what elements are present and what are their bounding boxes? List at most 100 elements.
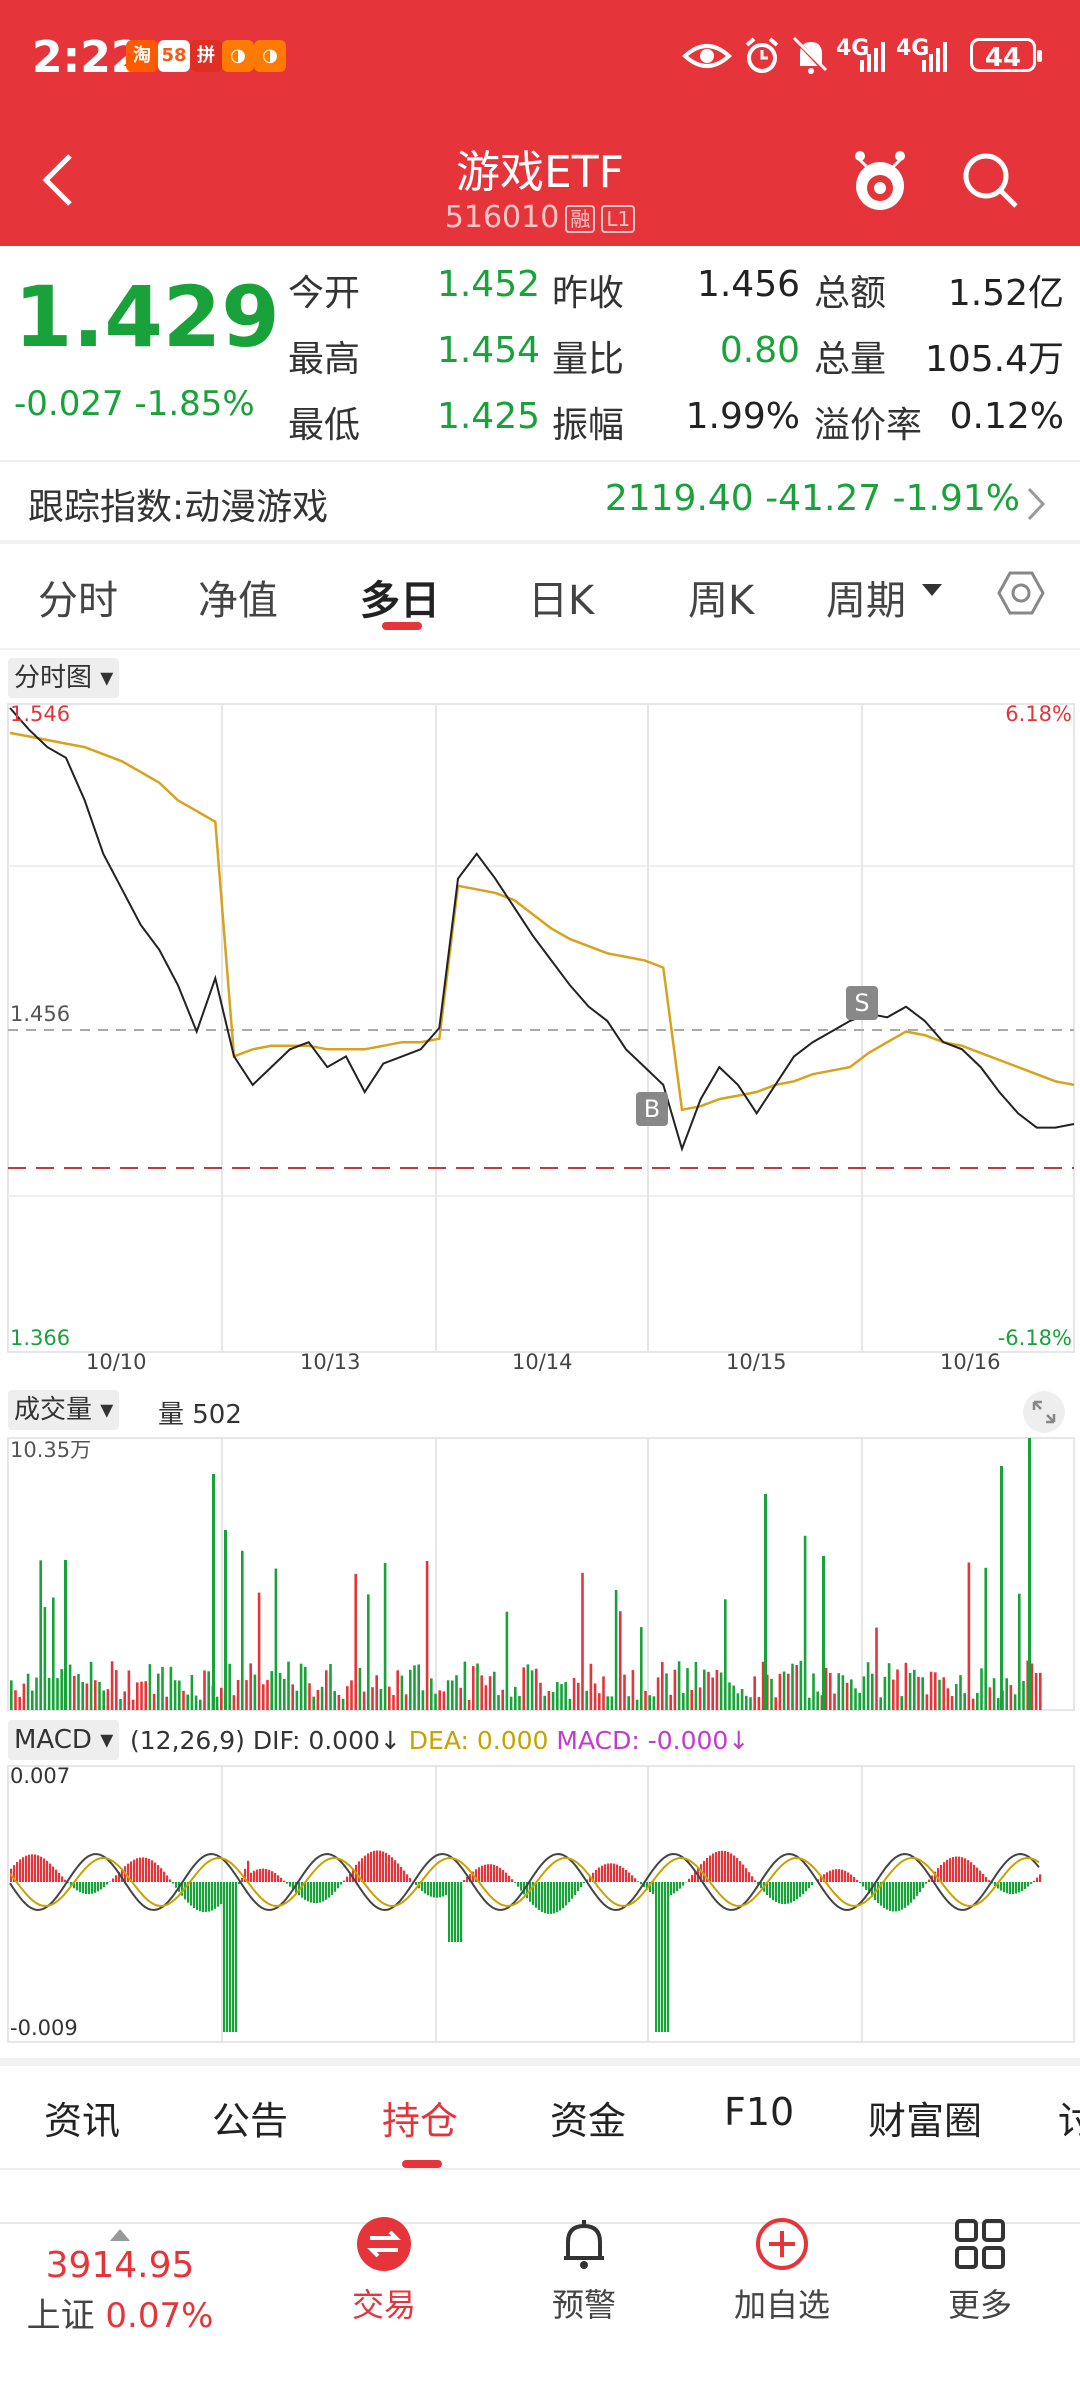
volume-bar bbox=[123, 1691, 126, 1710]
change-percent: -1.85% bbox=[134, 384, 255, 424]
volume-bar bbox=[455, 1675, 458, 1710]
volume-bar bbox=[707, 1671, 710, 1710]
volume-bar bbox=[690, 1690, 693, 1710]
sell-marker[interactable]: S bbox=[846, 986, 878, 1020]
info-tab-2[interactable]: 持仓 bbox=[382, 2099, 459, 2143]
macd-bar bbox=[370, 1851, 373, 1882]
macd-bar bbox=[103, 1882, 106, 1888]
expand-icon[interactable] bbox=[1022, 1390, 1066, 1434]
quote-label: 今开 bbox=[288, 273, 361, 314]
macd-bar bbox=[520, 1882, 523, 1891]
tracking-index-value[interactable]: 2119.40 -41.27 -1.91% bbox=[604, 478, 1020, 519]
chevron-right-icon[interactable] bbox=[1026, 486, 1046, 522]
volume-bar bbox=[610, 1696, 614, 1710]
macd-bar bbox=[901, 1882, 904, 1910]
y-axis-bottom: 1.366 bbox=[10, 1326, 71, 1350]
volume-bar bbox=[85, 1683, 89, 1710]
date-label: 10/10 bbox=[86, 1350, 147, 1374]
signal-label-1: 4G bbox=[836, 36, 870, 61]
tab-0[interactable]: 分时 bbox=[38, 578, 118, 624]
macd-bar bbox=[823, 1874, 826, 1882]
volume-bar bbox=[1018, 1593, 1021, 1710]
macd-bar bbox=[139, 1857, 142, 1882]
macd-bar bbox=[1021, 1882, 1024, 1891]
volume-bar bbox=[822, 1556, 825, 1710]
info-tab-1[interactable]: 公告 bbox=[212, 2099, 289, 2143]
volume-bar bbox=[425, 1561, 429, 1710]
tab-4[interactable]: 周K bbox=[688, 578, 755, 624]
volume-bar bbox=[182, 1690, 185, 1710]
volume-bar bbox=[820, 1695, 824, 1710]
nav-more[interactable]: 更多 bbox=[900, 2216, 1060, 2326]
volume-bar bbox=[761, 1661, 765, 1710]
volume-bar bbox=[56, 1678, 59, 1710]
tab-3[interactable]: 日K bbox=[528, 578, 595, 624]
index-ticker[interactable]: 3914.95 上证 0.07% bbox=[0, 2226, 240, 2337]
macd-bar bbox=[844, 1870, 847, 1882]
search-icon[interactable] bbox=[958, 148, 1022, 212]
volume-bar bbox=[829, 1672, 832, 1710]
tab-1[interactable]: 净值 bbox=[198, 578, 278, 624]
info-tab-6[interactable]: 讨 bbox=[1058, 2099, 1080, 2143]
chart-type-selector[interactable]: 分时图 ▾ bbox=[8, 658, 120, 698]
macd-bar bbox=[70, 1882, 73, 1886]
macd-bar bbox=[964, 1858, 967, 1882]
volume-bar bbox=[879, 1697, 882, 1710]
macd-bar bbox=[826, 1872, 829, 1882]
macd-bar bbox=[820, 1876, 823, 1882]
indicator-selector-volume[interactable]: 成交量 ▾ bbox=[8, 1390, 120, 1430]
volume-bar bbox=[110, 1661, 114, 1710]
settings-icon[interactable] bbox=[996, 568, 1046, 618]
volume-bar bbox=[736, 1693, 740, 1710]
info-tab-5[interactable]: 财富圈 bbox=[868, 2099, 983, 2143]
macd-bar bbox=[727, 1851, 730, 1882]
volume-bar bbox=[526, 1664, 530, 1710]
macd-bar bbox=[361, 1858, 364, 1882]
back-icon[interactable] bbox=[40, 152, 76, 208]
tab-5[interactable]: 周期 bbox=[826, 578, 906, 624]
volume-bar bbox=[913, 1669, 916, 1710]
macd-bar bbox=[289, 1882, 292, 1887]
volume-bar bbox=[787, 1673, 790, 1710]
info-tab-0[interactable]: 资讯 bbox=[44, 2099, 121, 2143]
info-tab-3[interactable]: 资金 bbox=[550, 2099, 627, 2143]
volume-bar bbox=[858, 1692, 861, 1710]
macd-bar bbox=[802, 1882, 805, 1895]
volume-bar bbox=[661, 1662, 664, 1710]
volume-bar bbox=[367, 1594, 370, 1710]
eye-icon bbox=[682, 44, 732, 68]
macd-bar bbox=[958, 1856, 961, 1882]
macd-bar bbox=[181, 1882, 184, 1896]
volume-bar bbox=[207, 1671, 210, 1710]
macd-bar bbox=[229, 1882, 232, 2032]
volume-bar bbox=[140, 1681, 143, 1710]
volume-bar bbox=[505, 1611, 509, 1710]
volume-bar bbox=[1028, 1438, 1031, 1710]
volume-bar bbox=[232, 1695, 236, 1710]
volume-bar bbox=[283, 1678, 286, 1710]
nav-trade[interactable]: 交易 bbox=[304, 2216, 464, 2326]
nav-alert[interactable]: 预警 bbox=[504, 2216, 664, 2326]
volume-bar bbox=[577, 1682, 580, 1710]
macd-bar bbox=[856, 1879, 859, 1882]
volume-bar bbox=[404, 1694, 408, 1710]
macd-bar bbox=[706, 1858, 709, 1882]
volume-bar bbox=[190, 1675, 194, 1710]
buy-marker[interactable]: B bbox=[636, 1092, 668, 1126]
mascot-icon[interactable] bbox=[848, 146, 912, 216]
nav-add-watchlist[interactable]: 加自选 bbox=[702, 2216, 862, 2326]
macd-bar bbox=[34, 1854, 37, 1882]
tab-2[interactable]: 多日 bbox=[360, 578, 440, 624]
macd-bar bbox=[448, 1882, 451, 1942]
volume-bar bbox=[862, 1676, 866, 1710]
tracking-index-label[interactable]: 跟踪指数:动漫游戏 bbox=[28, 487, 329, 528]
macd-bar bbox=[397, 1863, 400, 1882]
volume-bar bbox=[472, 1666, 475, 1710]
intraday-chart[interactable]: B S bbox=[0, 700, 1080, 1360]
info-tab-4[interactable]: F10 bbox=[724, 2090, 795, 2134]
volume-bar bbox=[463, 1661, 467, 1710]
volume-bar bbox=[215, 1696, 219, 1710]
quote-value: 0.80 bbox=[719, 330, 800, 371]
indicator-selector-macd[interactable]: MACD ▾ bbox=[8, 1720, 120, 1760]
volume-bar bbox=[535, 1668, 538, 1710]
